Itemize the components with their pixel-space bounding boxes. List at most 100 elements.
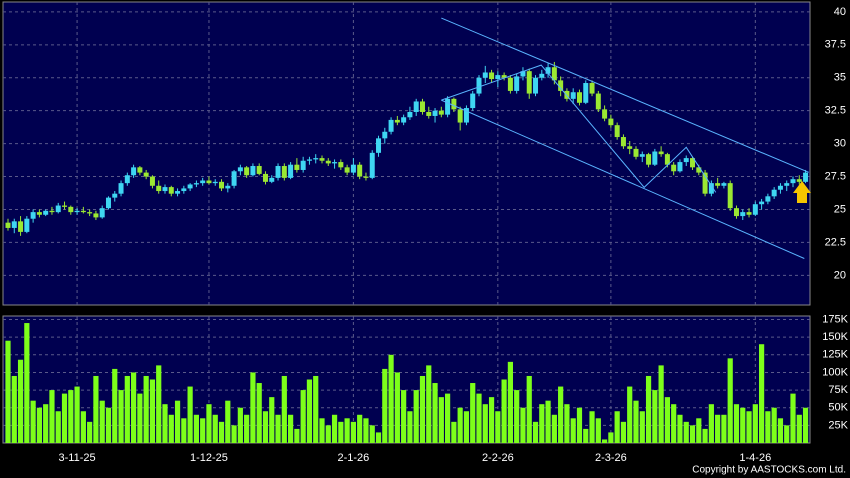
volume-bar [49, 390, 55, 443]
volume-bar [231, 425, 237, 443]
candle-body [338, 162, 344, 168]
volume-bar [470, 383, 476, 443]
candle-body [451, 98, 457, 110]
candle-body [244, 167, 250, 176]
volume-bar [627, 386, 633, 443]
candle-body [137, 167, 143, 173]
volume-bar [677, 414, 683, 443]
candle-body [332, 162, 338, 164]
volume-bar [746, 411, 752, 443]
volume-bar [583, 428, 589, 443]
volume-bar [457, 407, 463, 443]
candle-body [671, 164, 677, 172]
candle-body [74, 210, 80, 213]
x-tick-label: 3-11-25 [59, 452, 96, 464]
volume-bar [338, 421, 344, 443]
volume-bar [532, 421, 539, 443]
candle-body [652, 151, 658, 165]
volume-bar [419, 375, 426, 443]
volume-bar [331, 414, 338, 443]
candle-body [570, 92, 576, 99]
volume-bar [451, 421, 457, 443]
candle-body [118, 183, 124, 194]
volume-bar [733, 404, 740, 443]
volume-bar [545, 400, 551, 443]
candle-body [300, 160, 306, 170]
candle-body [708, 183, 714, 194]
candle-body [620, 137, 626, 147]
volume-bar [602, 439, 608, 443]
candle-body [256, 166, 262, 174]
candle-body [501, 75, 507, 78]
volume-bar [520, 407, 526, 443]
candle-body [212, 181, 218, 184]
candle-body [193, 183, 199, 185]
candle-body [250, 166, 256, 176]
candle-body [363, 176, 369, 178]
volume-bar [576, 407, 583, 443]
volume-bar [645, 375, 652, 443]
candle-body [200, 180, 206, 184]
volume-bar [382, 368, 388, 443]
candle-body [721, 183, 727, 186]
volume-bar [325, 425, 331, 443]
volume-bar [118, 390, 124, 443]
x-tick-label: 1-4-26 [739, 452, 771, 464]
y-tick-label: 150K [822, 331, 848, 343]
volume-bar [17, 359, 24, 443]
volume-bar [363, 418, 369, 443]
candle-body [49, 210, 55, 213]
volume-bar [181, 418, 187, 443]
candle-body [765, 196, 771, 202]
y-tick-label: 50K [828, 402, 848, 414]
y-tick-label: 25 [834, 203, 846, 215]
candle-body [407, 112, 413, 118]
volume-bar [193, 414, 199, 443]
volume-bar [156, 365, 162, 443]
volume-bar [87, 421, 93, 443]
volume-bar [36, 407, 42, 443]
x-tick-label: 1-12-25 [190, 452, 228, 464]
candle-body [608, 118, 614, 126]
volume-bar [796, 414, 802, 443]
candle-body [489, 72, 495, 80]
volume-bar [608, 432, 614, 443]
volume-bar [495, 411, 501, 443]
candle-body [803, 172, 809, 182]
candle-body [614, 125, 620, 138]
candle-body [99, 208, 105, 218]
volume-bar [357, 414, 363, 443]
candle-body [401, 117, 407, 123]
volume-bar [564, 404, 570, 443]
candle-body [231, 171, 237, 186]
volume-bar [539, 404, 545, 443]
candle-body [11, 221, 17, 228]
volume-bar [401, 390, 407, 443]
candle-body [595, 93, 601, 110]
y-tick-label: 30 [834, 138, 846, 150]
candle-body [576, 92, 582, 103]
volume-bar [683, 421, 689, 443]
candle-body [168, 187, 174, 194]
candle-body [225, 185, 231, 189]
volume-bar [137, 393, 143, 443]
candle-body [784, 183, 790, 186]
volume-bar [614, 411, 620, 443]
volume-bar [93, 375, 99, 443]
candle-body [438, 110, 444, 115]
price-panel [2, 1, 811, 306]
candle-body [457, 109, 463, 123]
candle-body [482, 72, 488, 78]
candle-body [419, 101, 425, 113]
volume-bar [476, 393, 482, 443]
trend-line [441, 64, 717, 193]
volume-bar [664, 397, 670, 443]
candle-body [325, 160, 331, 164]
candle-body [357, 164, 363, 177]
candle-body [545, 67, 551, 74]
volume-bar [174, 400, 181, 443]
y-tick-label: 40 [834, 6, 846, 18]
candle-body [24, 218, 30, 232]
volume-bar [344, 418, 350, 443]
trend-line [441, 17, 809, 173]
